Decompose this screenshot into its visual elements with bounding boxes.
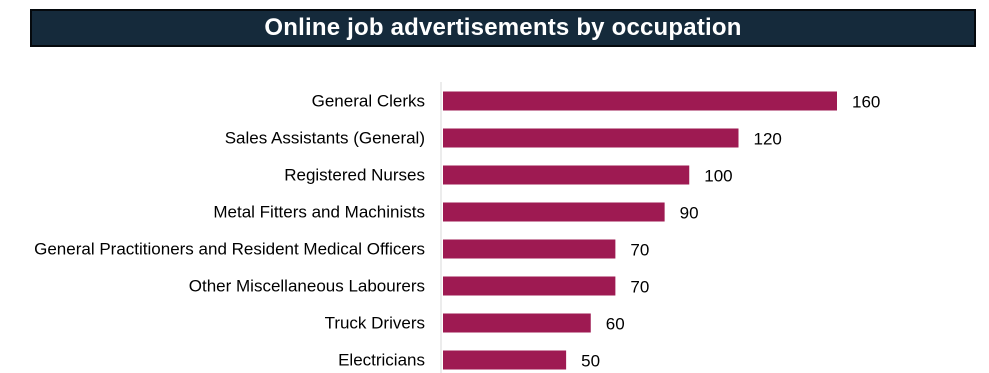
category-label: Truck Drivers — [325, 314, 425, 333]
value-label: 70 — [630, 278, 649, 297]
chart-title-bar: Online job advertisements by occupation — [30, 9, 976, 47]
value-label: 70 — [630, 241, 649, 260]
bar — [443, 91, 837, 111]
value-label: 120 — [754, 130, 782, 149]
bar — [443, 276, 616, 296]
bar — [443, 239, 616, 259]
value-label: 90 — [680, 204, 699, 223]
category-label: Other Miscellaneous Labourers — [189, 277, 425, 296]
bar — [443, 202, 665, 222]
bar — [443, 313, 591, 333]
value-label: 50 — [581, 352, 600, 371]
chart-title: Online job advertisements by occupation — [264, 14, 742, 41]
bar — [443, 350, 567, 370]
bar — [443, 165, 690, 185]
category-label: General Practitioners and Resident Medic… — [34, 240, 425, 259]
bar — [443, 128, 739, 148]
category-label: Registered Nurses — [284, 166, 425, 185]
value-label: 60 — [606, 315, 625, 334]
category-label: General Clerks — [312, 92, 425, 111]
category-label: Sales Assistants (General) — [225, 129, 425, 148]
value-label: 160 — [852, 93, 880, 112]
value-label: 100 — [704, 167, 732, 186]
category-label: Electricians — [338, 351, 425, 370]
category-label: Metal Fitters and Machinists — [213, 203, 425, 222]
